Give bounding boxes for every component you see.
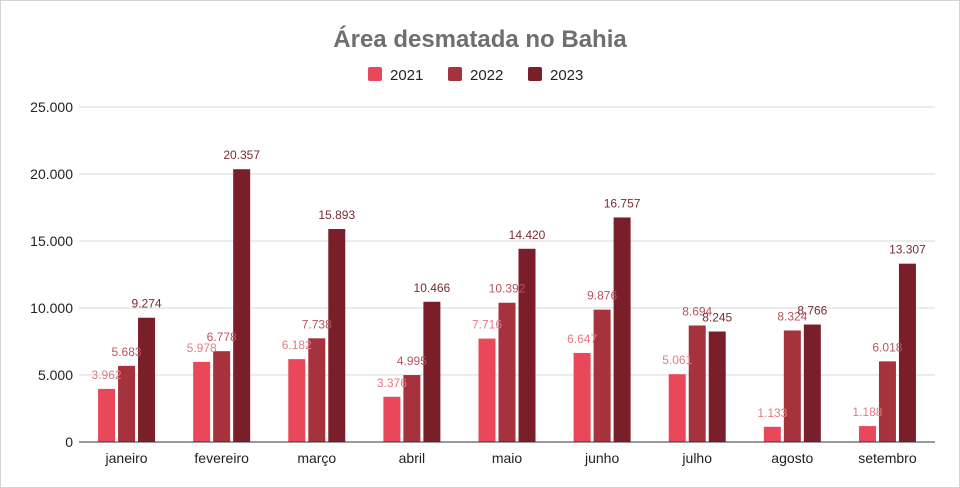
data-label-2021-fevereiro: 5.978 <box>187 341 217 355</box>
bar-2023-setembro <box>898 263 916 442</box>
legend-label-2023: 2023 <box>550 67 583 84</box>
y-tick-label: 5.000 <box>38 367 73 383</box>
bar-2021-setembro <box>858 426 876 442</box>
legend-label-2021: 2021 <box>390 67 423 84</box>
bar-2021-agosto <box>763 426 781 442</box>
legend-label-2022: 2022 <box>470 67 503 84</box>
category-label-setembro: setembro <box>858 450 917 466</box>
category-label-junho: junho <box>584 450 619 466</box>
y-tick-label: 15.000 <box>30 233 73 249</box>
category-label-março: março <box>297 450 336 466</box>
data-label-2022-junho: 9.876 <box>587 289 617 303</box>
bar-2022-junho <box>593 309 611 442</box>
data-label-2023-abril: 10.466 <box>414 281 451 295</box>
data-label-2023-setembro: 13.307 <box>889 243 926 257</box>
bar-2022-julho <box>688 325 706 442</box>
data-label-2021-junho: 6.647 <box>567 332 597 346</box>
bar-2023-julho <box>708 331 726 442</box>
data-label-2022-maio: 10.392 <box>489 282 526 296</box>
data-label-2022-janeiro: 5.683 <box>112 345 142 359</box>
category-label-fevereiro: fevereiro <box>194 450 249 466</box>
bar-2022-maio <box>498 302 516 442</box>
data-label-2021-março: 6.182 <box>282 338 312 352</box>
data-label-2021-janeiro: 3.962 <box>92 368 122 382</box>
data-label-2023-julho: 8.245 <box>702 311 732 325</box>
data-label-2023-agosto: 8.766 <box>797 304 827 318</box>
data-label-2023-maio: 14.420 <box>509 228 546 242</box>
bar-2021-fevereiro <box>193 361 211 442</box>
data-label-2023-fevereiro: 20.357 <box>223 148 260 162</box>
data-label-2022-julho: 8.694 <box>682 305 712 319</box>
data-label-2022-fevereiro: 6.778 <box>207 330 237 344</box>
bar-2021-abril <box>383 396 401 442</box>
data-label-2022-abril: 4.995 <box>397 354 427 368</box>
category-label-janeiro: janeiro <box>105 450 148 466</box>
y-tick-label: 25.000 <box>30 99 73 115</box>
y-tick-label: 0 <box>65 434 73 450</box>
bar-2023-agosto <box>803 324 821 442</box>
data-label-2022-agosto: 8.324 <box>777 309 807 323</box>
bar-2021-maio <box>478 338 496 442</box>
chart-title: Área desmatada no Bahia <box>333 25 627 53</box>
data-label-2021-maio: 7.716 <box>472 318 502 332</box>
bar-2022-março <box>308 338 326 442</box>
y-tick-label: 10.000 <box>30 300 73 316</box>
bar-2021-janeiro <box>98 388 116 442</box>
bar-2022-janeiro <box>118 365 136 442</box>
bar-2022-fevereiro <box>213 351 231 442</box>
data-label-2023-março: 15.893 <box>318 208 355 222</box>
bar-2023-janeiro <box>138 317 156 442</box>
legend-swatch-2023 <box>528 67 542 81</box>
y-axis-ticks: 0 5.000 10.000 15.000 20.000 25.000 <box>30 99 73 450</box>
legend: 2021 2022 2023 <box>368 67 583 84</box>
bar-2021-julho <box>668 374 686 442</box>
x-axis-categories: janeiro fevereiro março abril maio junho julho… <box>105 450 917 466</box>
data-label-2022-março: 7.738 <box>302 317 332 331</box>
category-label-maio: maio <box>492 450 523 466</box>
bar-2022-abril <box>403 375 421 442</box>
bar-2022-agosto <box>783 330 801 442</box>
bar-2022-setembro <box>878 361 896 442</box>
category-label-abril: abril <box>399 450 425 466</box>
data-label-2021-abril: 3.376 <box>377 376 407 390</box>
bar-2021-junho <box>573 352 591 442</box>
data-label-2021-julho: 5.061 <box>662 353 692 367</box>
bar-2023-março <box>328 229 346 442</box>
bar-2023-maio <box>518 248 536 442</box>
data-label-2021-setembro: 1.188 <box>852 405 882 419</box>
y-tick-label: 20.000 <box>30 166 73 182</box>
bars <box>98 169 916 443</box>
data-label-2022-setembro: 6.018 <box>872 340 902 354</box>
bar-2023-fevereiro <box>233 169 251 443</box>
legend-swatch-2022 <box>448 67 462 81</box>
bar-2021-março <box>288 359 306 442</box>
data-label-2023-janeiro: 9.274 <box>132 297 162 311</box>
data-label-2021-agosto: 1.133 <box>757 406 787 420</box>
category-label-agosto: agosto <box>771 450 813 466</box>
data-label-2023-junho: 16.757 <box>604 196 641 210</box>
bar-2023-junho <box>613 217 631 442</box>
bar-2023-abril <box>423 301 441 442</box>
category-label-julho: julho <box>681 450 712 466</box>
legend-swatch-2021 <box>368 67 382 81</box>
